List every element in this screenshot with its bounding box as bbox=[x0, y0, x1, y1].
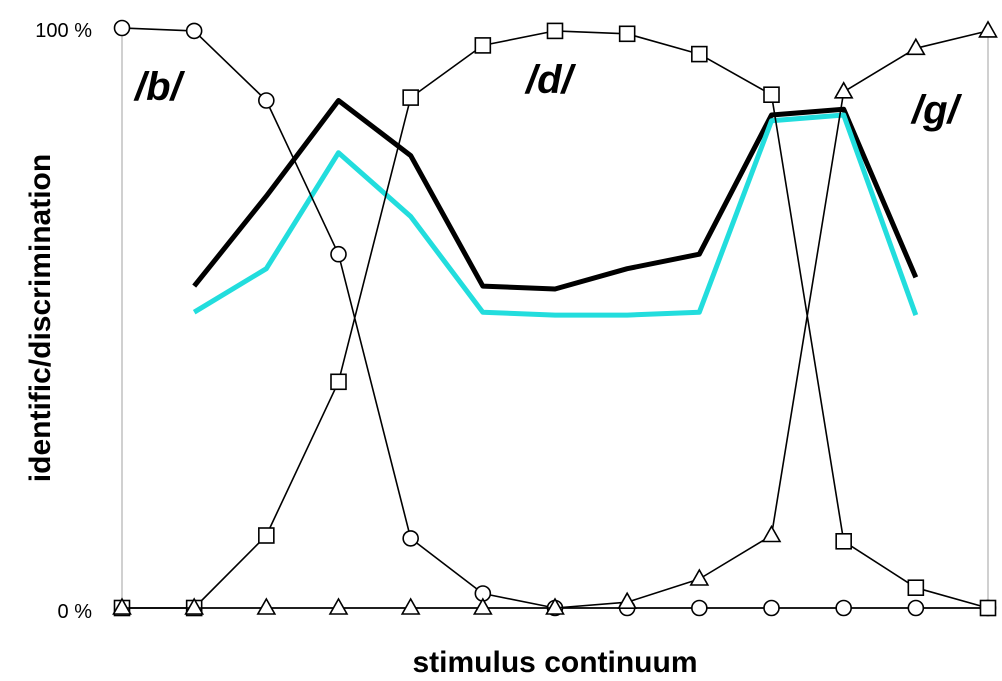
series-0-point-2 bbox=[258, 92, 275, 109]
series-2-point-9 bbox=[761, 524, 782, 543]
series-1-point-8 bbox=[691, 45, 708, 63]
series-2-point-6 bbox=[545, 597, 565, 615]
series-0-point-1 bbox=[185, 22, 203, 40]
series-1-line bbox=[122, 30, 989, 609]
series-2-point-4 bbox=[400, 597, 421, 615]
series-0-point-9 bbox=[763, 599, 780, 617]
series-2-point-3 bbox=[328, 597, 349, 615]
series-0-point-0 bbox=[113, 19, 131, 37]
series-1-point-10 bbox=[835, 532, 852, 550]
series-2-point-7 bbox=[617, 591, 638, 610]
x-axis-title: stimulus continuum bbox=[413, 646, 698, 679]
series-2-point-12 bbox=[978, 20, 998, 38]
series-2-point-1 bbox=[184, 597, 205, 615]
series-2-point-0 bbox=[112, 597, 132, 615]
series-1-point-9 bbox=[763, 86, 780, 103]
series-1-point-3 bbox=[330, 373, 347, 391]
series-4 bbox=[192, 112, 919, 318]
series-2-point-11 bbox=[905, 37, 926, 56]
series-2-point-2 bbox=[256, 597, 277, 615]
y-tick-label-top: 100 % bbox=[35, 20, 92, 42]
region-label-g: /g/ bbox=[910, 88, 963, 132]
series-1-point-12 bbox=[979, 599, 997, 617]
plot-area bbox=[112, 19, 998, 617]
series-2-line bbox=[122, 30, 989, 609]
region-label-b: /b/ bbox=[133, 65, 186, 109]
series-0-point-11 bbox=[907, 599, 925, 617]
series-1-point-6 bbox=[546, 22, 564, 40]
series-0-line bbox=[121, 27, 988, 609]
series-4-line bbox=[192, 112, 919, 318]
series-2-point-8 bbox=[689, 568, 710, 586]
series-0-point-3 bbox=[330, 245, 347, 263]
series-3-line bbox=[192, 98, 919, 292]
series-1-point-7 bbox=[618, 25, 636, 43]
series-1-point-11 bbox=[907, 579, 925, 597]
series-0-point-10 bbox=[835, 599, 852, 617]
series-1-point-5 bbox=[474, 37, 492, 54]
y-tick-label-bottom: 0 % bbox=[58, 601, 93, 623]
series-1 bbox=[113, 22, 997, 617]
series-2-point-5 bbox=[472, 597, 493, 615]
y-axis-title: identific/discrimination bbox=[24, 154, 57, 482]
series-3 bbox=[192, 98, 919, 292]
series-2 bbox=[112, 20, 998, 615]
series-0-point-4 bbox=[402, 530, 419, 547]
series-1-point-2 bbox=[258, 527, 275, 544]
series-0 bbox=[113, 19, 997, 617]
series-1-point-4 bbox=[402, 89, 419, 106]
series-2-point-10 bbox=[833, 81, 854, 99]
region-label-d: /d/ bbox=[524, 58, 577, 102]
series-0-point-8 bbox=[691, 599, 708, 617]
